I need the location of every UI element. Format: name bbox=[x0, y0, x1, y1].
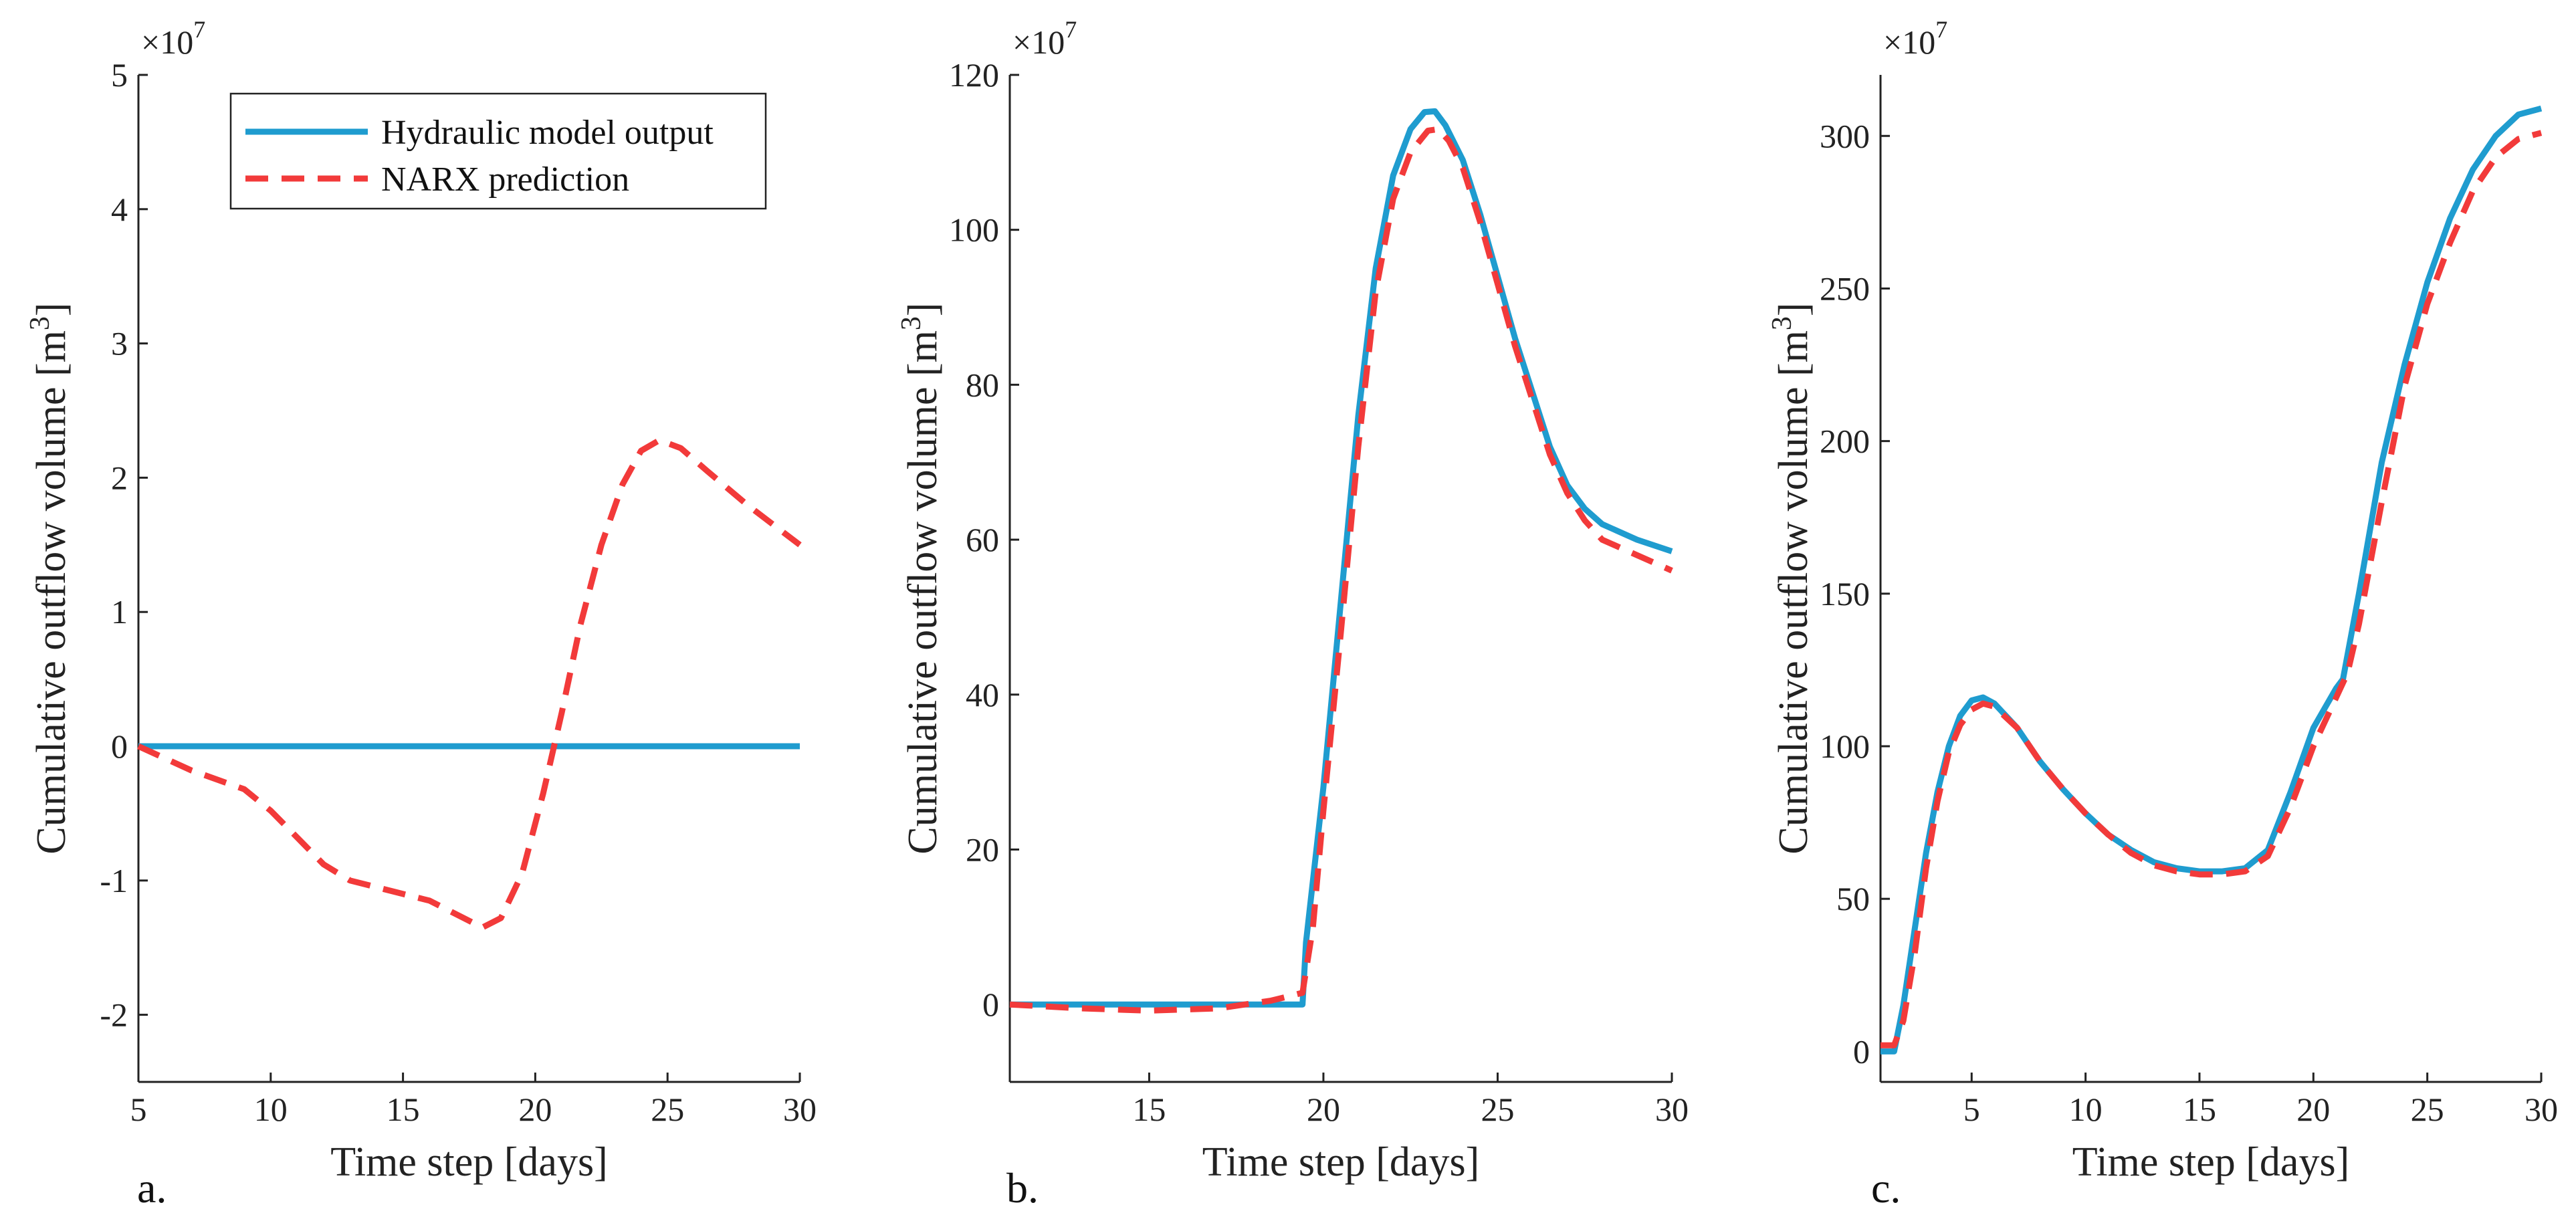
y-tick-label: 80 bbox=[966, 366, 999, 403]
y-label-superscript: 3 bbox=[896, 316, 927, 330]
x-tick-label: 25 bbox=[1481, 1091, 1514, 1128]
y-tick-label: 0 bbox=[111, 728, 128, 765]
y-tick-label: 5 bbox=[111, 56, 128, 94]
y-label-main: Cumulative outflow volume [m bbox=[1771, 330, 1816, 855]
y-tick-label: 4 bbox=[111, 191, 128, 228]
y-axis-label: Cumulative outflow volume [m3] bbox=[25, 302, 74, 854]
y-label-close: ] bbox=[29, 302, 74, 316]
y-tick-label: -2 bbox=[100, 996, 128, 1034]
exponent-multiplier: ×107 bbox=[141, 16, 205, 61]
y-tick-label: 3 bbox=[111, 325, 128, 362]
multiplier-exponent: 7 bbox=[193, 16, 205, 43]
x-tick-label: 30 bbox=[2525, 1091, 2558, 1128]
exponent-multiplier: ×107 bbox=[1883, 16, 1947, 61]
series-narx-prediction-line bbox=[1009, 126, 1673, 1014]
y-tick-label: 1 bbox=[111, 593, 128, 631]
legend: Hydraulic model output NARX prediction bbox=[229, 92, 767, 210]
y-tick-label: 150 bbox=[1820, 575, 1870, 613]
multiplier-exponent: 7 bbox=[1065, 16, 1077, 43]
y-label-superscript: 3 bbox=[25, 316, 56, 330]
legend-box bbox=[229, 92, 767, 210]
x-tick-label: 5 bbox=[1963, 1091, 1980, 1128]
panel-label: a. bbox=[137, 1164, 167, 1212]
x-tick-label: 20 bbox=[1307, 1091, 1340, 1128]
y-label-main: Cumulative outflow volume [m bbox=[29, 330, 74, 855]
x-tick-label: 20 bbox=[518, 1091, 552, 1128]
series-hydraulic-model-line bbox=[1010, 108, 1673, 1008]
chart-panel-a: 5 10 15 20 25 30 -2 -1 0 1 2 3 4 5 ×107 Time step [days… bbox=[25, 16, 817, 1212]
x-tick-label: 15 bbox=[2183, 1091, 2216, 1128]
y-tick-label: 2 bbox=[111, 459, 128, 496]
panel-label: c. bbox=[1871, 1164, 1901, 1212]
series-hydraulic-model-line bbox=[1881, 105, 2543, 1054]
x-tick-label: 15 bbox=[1132, 1091, 1166, 1128]
multiplier-base: ×10 bbox=[1883, 23, 1935, 61]
x-tick-label: 5 bbox=[130, 1091, 147, 1128]
y-label-close: ] bbox=[900, 302, 946, 316]
y-axis-label: Cumulative outflow volume [m3] bbox=[1767, 302, 1816, 854]
y-tick-label: 120 bbox=[949, 56, 999, 94]
y-tick-label: 0 bbox=[982, 986, 999, 1023]
x-axis-label: Time step [days] bbox=[1202, 1139, 1479, 1185]
x-tick-label: 25 bbox=[651, 1091, 684, 1128]
y-tick-label: 100 bbox=[1820, 728, 1870, 765]
x-axis-label: Time step [days] bbox=[2072, 1139, 2349, 1185]
x-axis-label: Time step [days] bbox=[330, 1139, 607, 1185]
y-label-close: ] bbox=[1771, 302, 1816, 316]
multiplier-exponent: 7 bbox=[1935, 16, 1947, 43]
y-axis-label: Cumulative outflow volume [m3] bbox=[896, 302, 946, 854]
y-tick-label: -1 bbox=[100, 862, 128, 899]
y-tick-label: 300 bbox=[1820, 117, 1870, 154]
multiplier-base: ×10 bbox=[141, 23, 193, 61]
x-tick-label: 25 bbox=[2411, 1091, 2444, 1128]
x-tick-label: 15 bbox=[387, 1091, 420, 1128]
y-tick-label: 250 bbox=[1820, 269, 1870, 307]
y-tick-label: 100 bbox=[949, 211, 999, 249]
y-label-main: Cumulative outflow volume [m bbox=[900, 330, 946, 855]
y-tick-label: 200 bbox=[1820, 423, 1870, 460]
y-tick-label: 50 bbox=[1836, 880, 1870, 917]
x-tick-label: 10 bbox=[254, 1091, 288, 1128]
y-tick-label: 60 bbox=[966, 521, 999, 558]
x-tick-label: 20 bbox=[2296, 1091, 2330, 1128]
exponent-multiplier: ×107 bbox=[1012, 16, 1077, 61]
chart-panel-b: 15 20 25 30 0 20 40 60 80 100 120 ×107 Time step [da… bbox=[896, 16, 1689, 1212]
multiplier-base: ×10 bbox=[1012, 23, 1065, 61]
series-narx-prediction-line bbox=[1881, 130, 2543, 1048]
series-narx-prediction-line bbox=[137, 437, 802, 931]
x-tick-label: 30 bbox=[783, 1091, 817, 1128]
legend-label: Hydraulic model output bbox=[381, 114, 714, 152]
panel-label: b. bbox=[1006, 1164, 1039, 1212]
x-tick-label: 10 bbox=[2069, 1091, 2103, 1128]
y-tick-label: 20 bbox=[966, 830, 999, 868]
y-tick-label: 0 bbox=[1853, 1032, 1870, 1070]
x-tick-label: 30 bbox=[1655, 1091, 1689, 1128]
y-label-superscript: 3 bbox=[1767, 316, 1798, 330]
legend-label: NARX prediction bbox=[381, 160, 629, 199]
y-tick-label: 40 bbox=[966, 676, 999, 713]
